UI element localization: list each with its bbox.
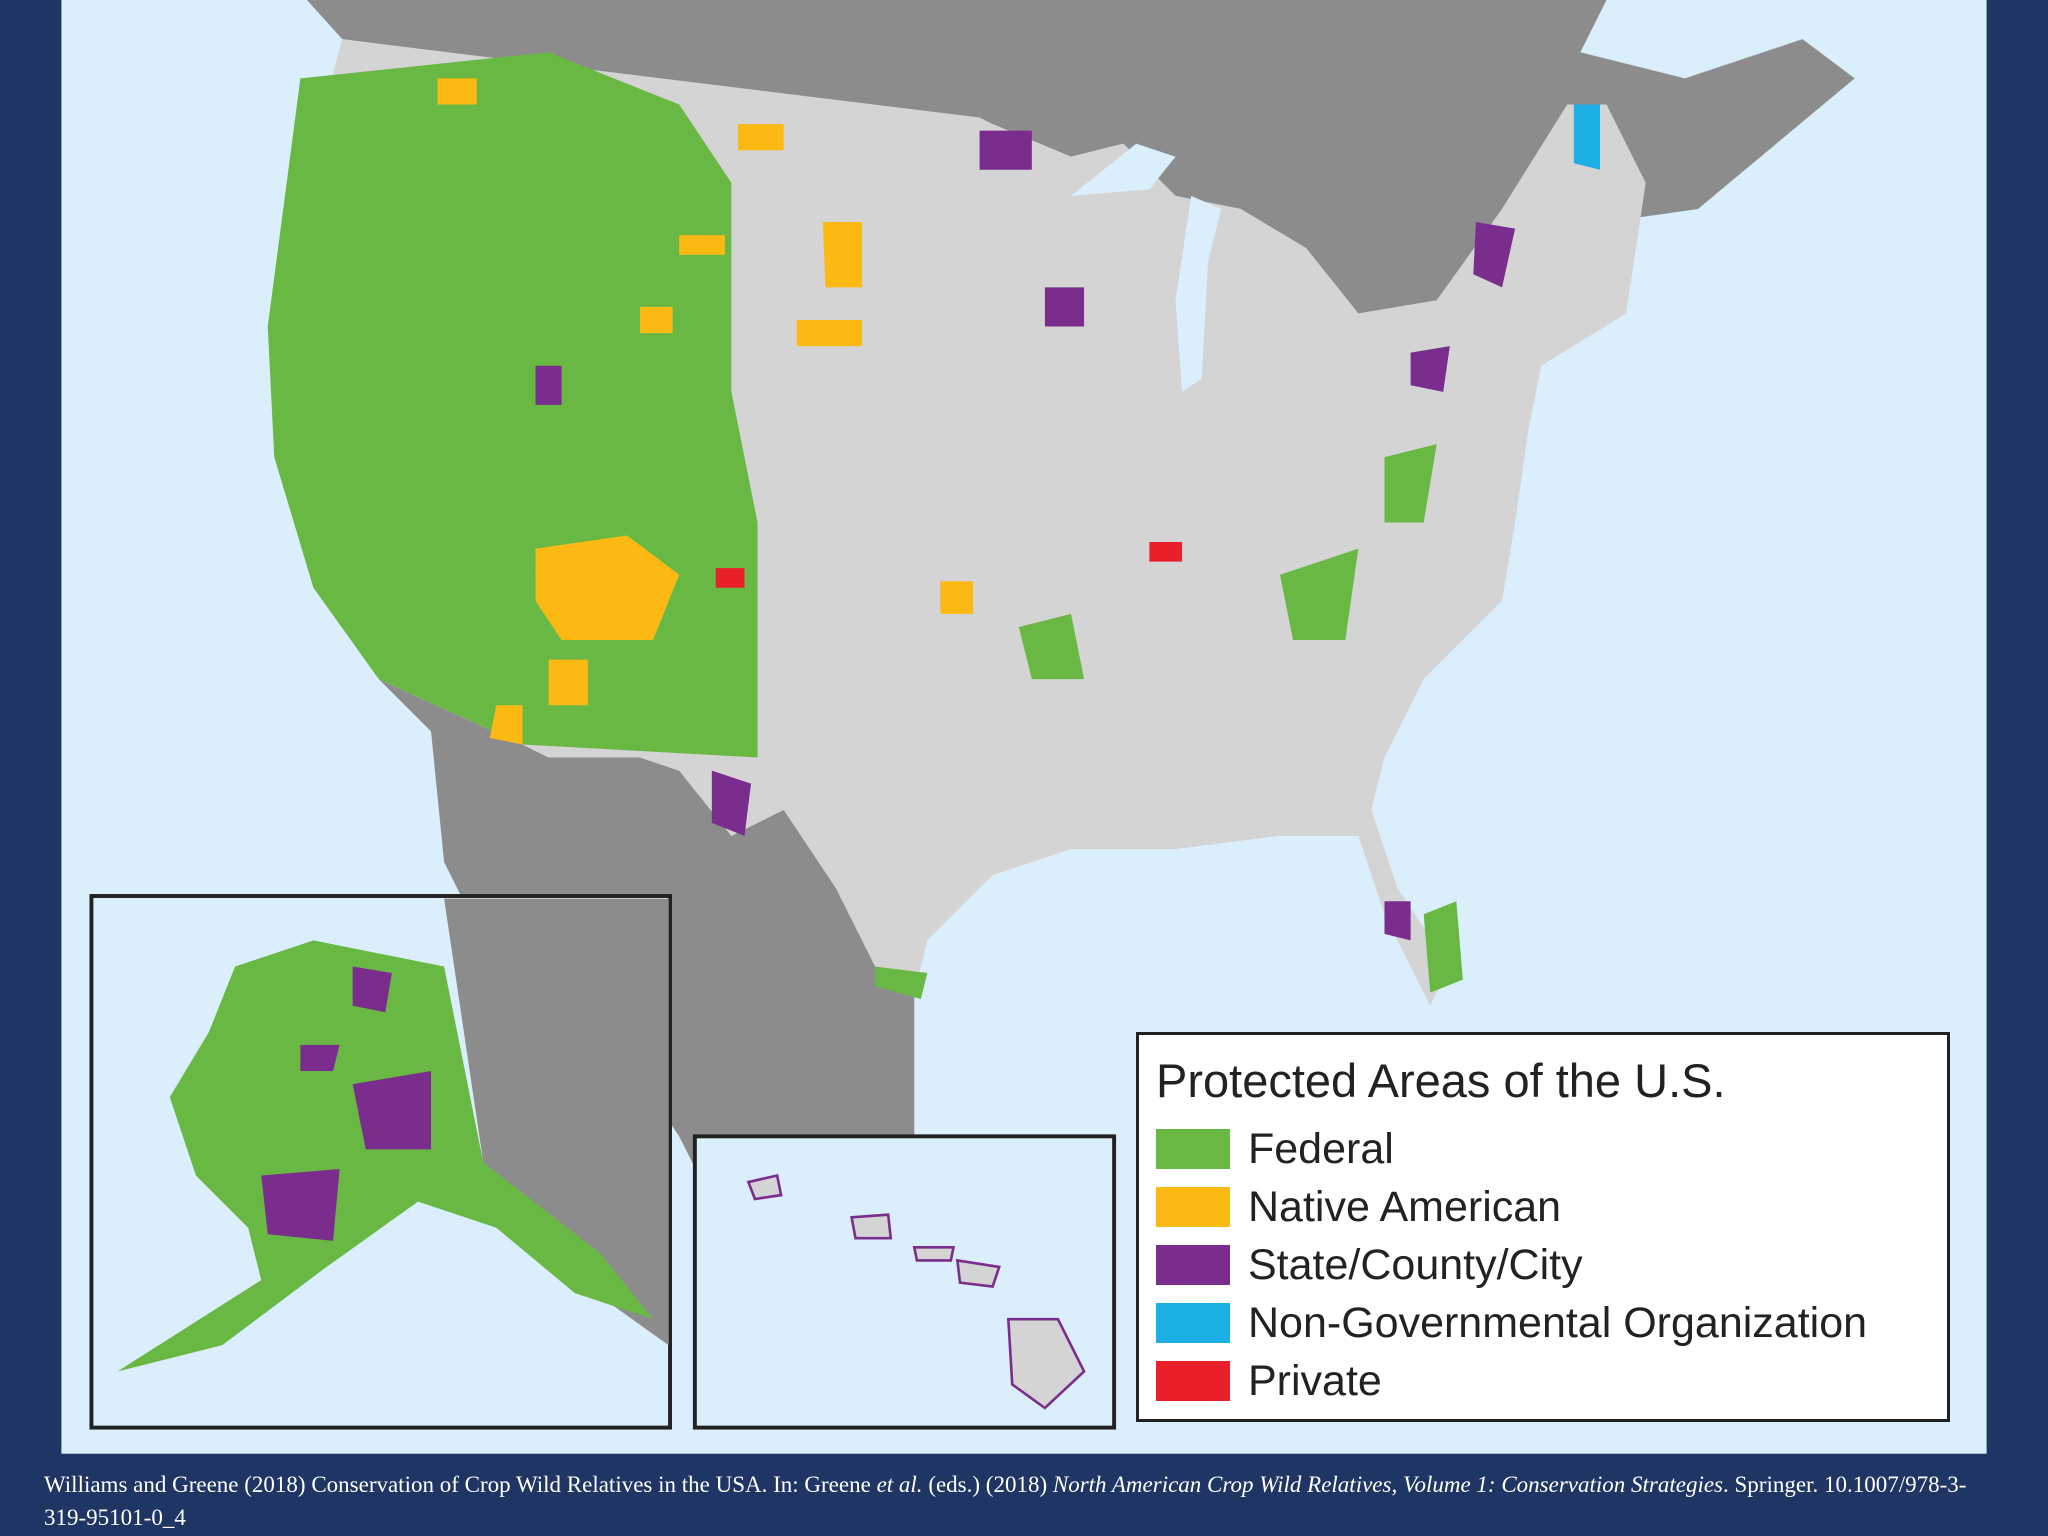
- legend-item: Federal: [1156, 1120, 1947, 1178]
- legend-item: Private: [1156, 1352, 1947, 1410]
- federal-area: [875, 444, 1463, 1000]
- legend-label: State/County/City: [1248, 1240, 1583, 1289]
- federal-area: [117, 940, 654, 1372]
- legend-items: Federal Native American State/County/City N…: [1156, 1120, 1947, 1410]
- legend-swatch: [1156, 1129, 1230, 1169]
- citation: Williams and Greene (2018) Conservation …: [44, 1468, 2004, 1534]
- legend-swatch: [1156, 1187, 1230, 1227]
- citation-text: . Springer. 10.1007/978-3-319-95101-0_4: [44, 1472, 1967, 1530]
- state-area: [261, 966, 432, 1241]
- alaska-inset: [89, 894, 672, 1430]
- legend-swatch: [1156, 1245, 1230, 1285]
- ngo-area: [1573, 104, 1600, 170]
- legend-item: Non-Governmental Organization: [1156, 1294, 1947, 1352]
- native-american-area: [437, 78, 974, 745]
- legend: Protected Areas of the U.S. Federal Nativ…: [1136, 1032, 1950, 1422]
- lake-michigan: [1175, 195, 1222, 392]
- hawaii-inset: [692, 1134, 1117, 1430]
- citation-text: Williams and Greene (2018) Conservation …: [44, 1472, 877, 1497]
- lake-superior: [1071, 143, 1176, 196]
- legend-label: Federal: [1248, 1124, 1394, 1173]
- citation-text: North American Crop Wild Relatives, Volu…: [1052, 1472, 1723, 1497]
- islands: [746, 1173, 1086, 1410]
- legend-swatch: [1156, 1361, 1230, 1401]
- canada: [444, 898, 669, 1346]
- legend-title: Protected Areas of the U.S.: [1156, 1054, 1726, 1107]
- canada: [306, 0, 1855, 314]
- citation-text: et al.: [876, 1472, 923, 1497]
- legend-swatch: [1156, 1303, 1230, 1343]
- legend-label: Native American: [1248, 1182, 1562, 1231]
- legend-label: Non-Governmental Organization: [1248, 1298, 1868, 1347]
- legend-item: Native American: [1156, 1178, 1947, 1236]
- legend-item: State/County/City: [1156, 1236, 1947, 1294]
- legend-label: Private: [1248, 1356, 1382, 1405]
- citation-text: (eds.) (2018): [922, 1472, 1053, 1497]
